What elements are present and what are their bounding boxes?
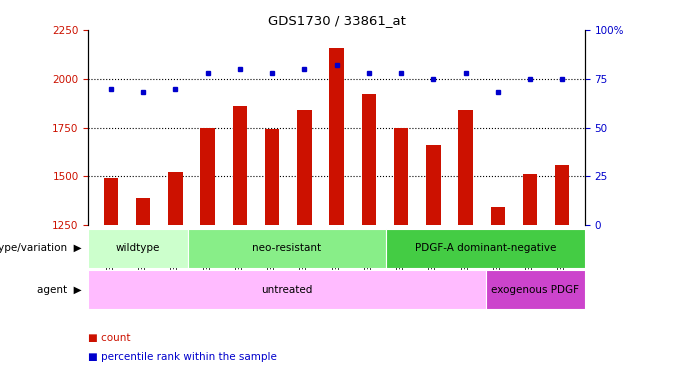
- Bar: [233, 106, 247, 225]
- Bar: [104, 178, 118, 225]
- Bar: [362, 94, 376, 225]
- Bar: [88, 270, 486, 309]
- Title: GDS1730 / 33861_at: GDS1730 / 33861_at: [268, 15, 405, 27]
- Bar: [426, 145, 441, 225]
- Bar: [201, 128, 215, 225]
- Bar: [265, 129, 279, 225]
- Bar: [394, 128, 408, 225]
- Bar: [88, 229, 188, 268]
- Text: PDGF-A dominant-negative: PDGF-A dominant-negative: [415, 243, 556, 254]
- Bar: [188, 229, 386, 268]
- Text: exogenous PDGF: exogenous PDGF: [491, 285, 579, 295]
- Text: wildtype: wildtype: [116, 243, 160, 254]
- Bar: [386, 229, 585, 268]
- Bar: [490, 207, 505, 225]
- Bar: [168, 172, 183, 225]
- Bar: [486, 270, 585, 309]
- Bar: [136, 198, 150, 225]
- Text: ■ count: ■ count: [88, 333, 131, 343]
- Text: untreated: untreated: [261, 285, 313, 295]
- Text: agent  ▶: agent ▶: [37, 285, 82, 295]
- Bar: [555, 165, 569, 225]
- Bar: [523, 174, 537, 225]
- Text: neo-resistant: neo-resistant: [252, 243, 322, 254]
- Bar: [458, 110, 473, 225]
- Text: ■ percentile rank within the sample: ■ percentile rank within the sample: [88, 352, 277, 362]
- Bar: [329, 48, 344, 225]
- Text: genotype/variation  ▶: genotype/variation ▶: [0, 243, 82, 254]
- Bar: [297, 110, 311, 225]
